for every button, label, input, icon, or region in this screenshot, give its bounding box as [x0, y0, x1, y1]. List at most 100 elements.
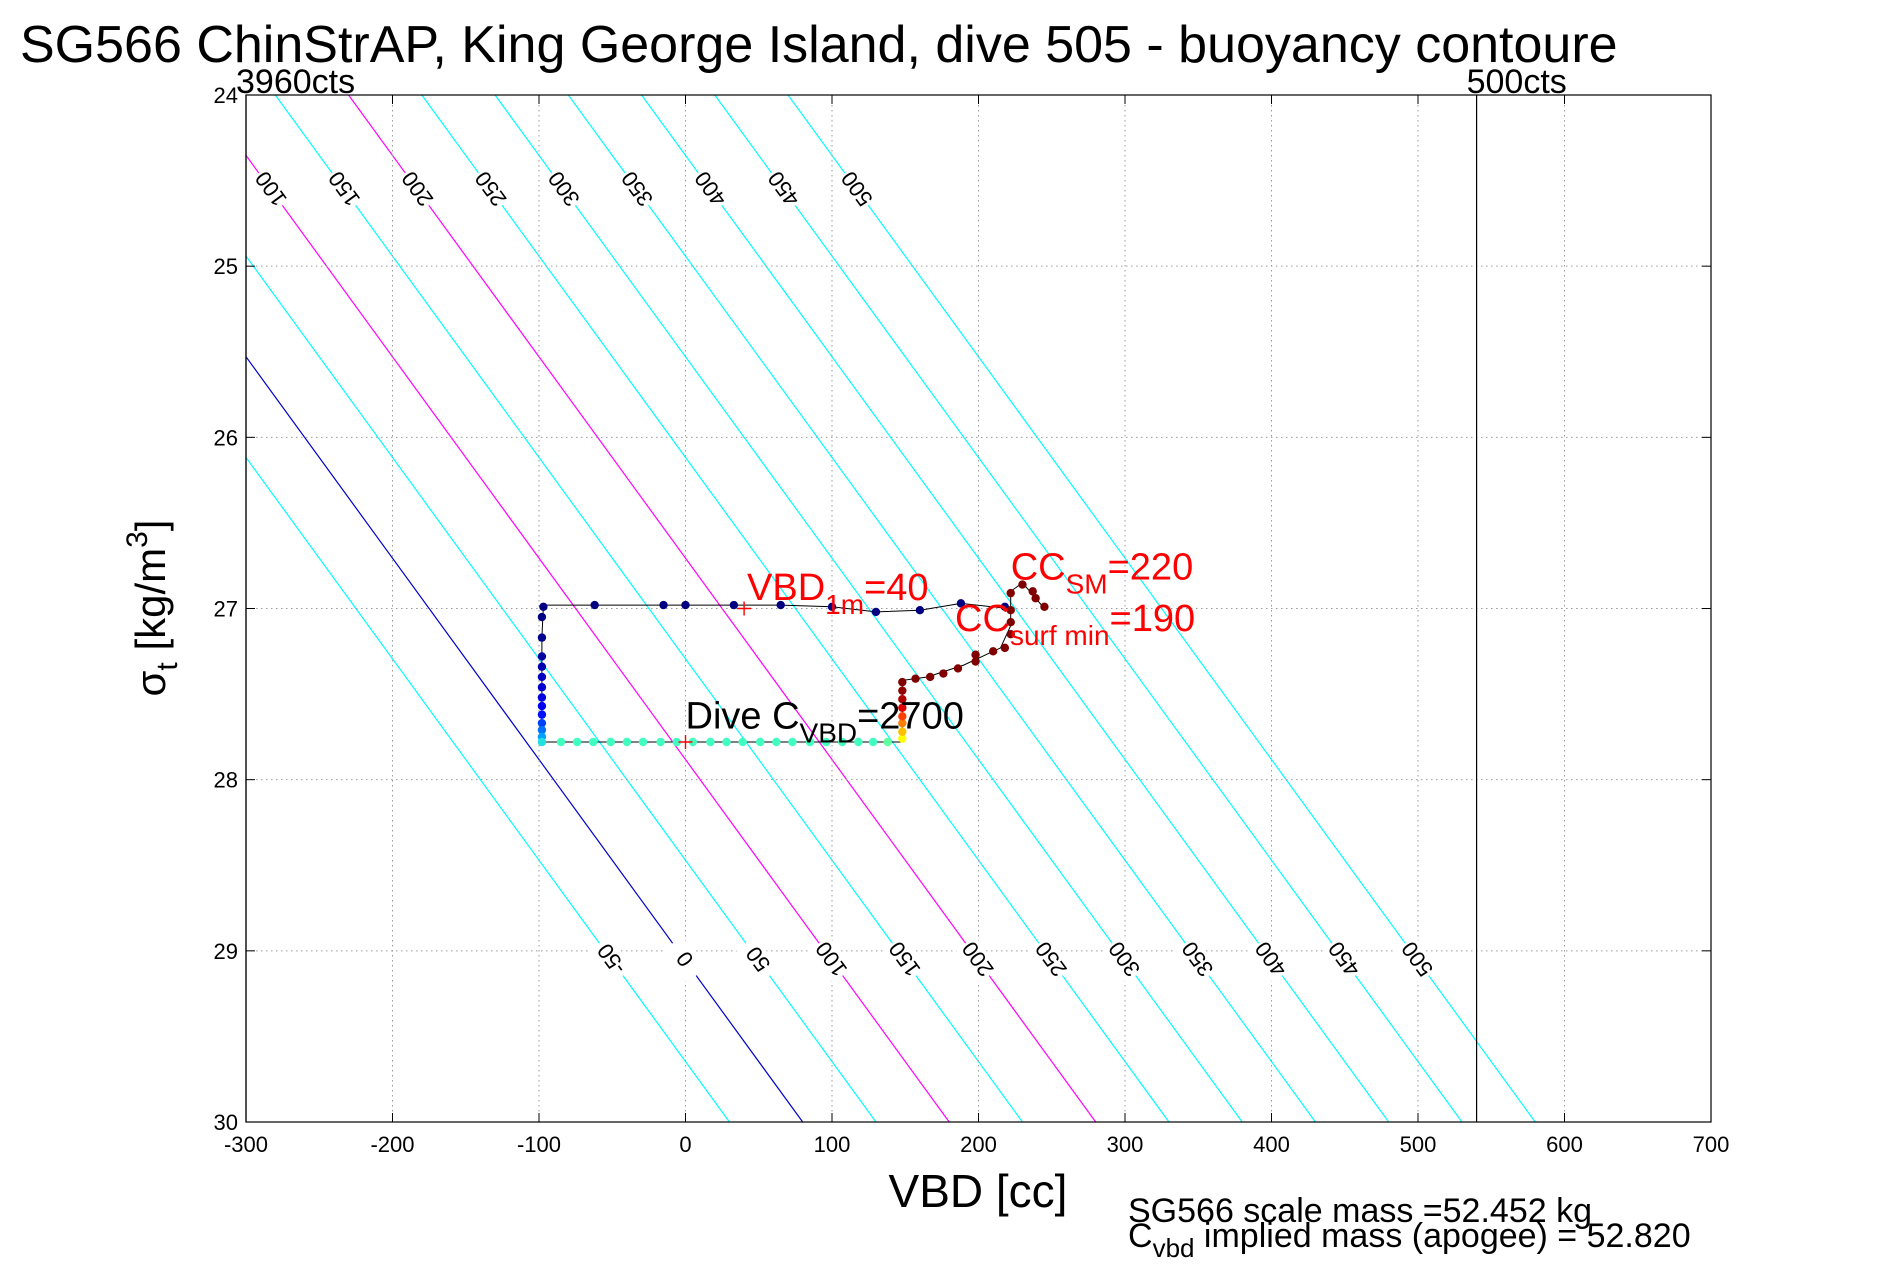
contour-label-bg [1029, 936, 1073, 983]
data-point [971, 650, 980, 659]
contour-label-250-0: 250 [470, 167, 512, 211]
contour-label-bg [589, 936, 633, 983]
y-tick-label: 27 [214, 597, 238, 622]
data-point [539, 602, 548, 611]
chart-title: SG566 ChinStrAP, King George Island, div… [20, 16, 1618, 74]
contour-label-350-0: 350 [616, 167, 658, 211]
contour-label-150-0: 150 [323, 167, 365, 211]
contour-label-100-0: 100 [250, 167, 292, 211]
contour-label-300-1: 300 [1103, 937, 1145, 981]
y-tick-label: 28 [214, 768, 238, 793]
data-point [911, 674, 920, 683]
annotation-vbd1m: VBD1m=40 [747, 567, 929, 620]
contour-label-bg [1322, 936, 1366, 983]
annotation-dive_c-main: Dive C [686, 695, 800, 737]
data-point [1006, 617, 1015, 627]
x-tick-label: 500 [1400, 1132, 1437, 1157]
data-point [988, 647, 998, 656]
contour-label-bg [615, 165, 659, 213]
data-point [681, 600, 690, 610]
data-point [537, 662, 547, 671]
footer-c-main: C [1128, 1217, 1153, 1255]
data-point [672, 737, 681, 747]
data-point [656, 737, 665, 747]
data-point [898, 695, 907, 704]
data-point [756, 737, 765, 747]
data-point [722, 737, 731, 747]
footer-implied-tail: implied mass (apogee) = 52.820 [1194, 1217, 1690, 1255]
contour-label-350-1: 350 [1177, 937, 1219, 981]
data-point [1031, 594, 1040, 603]
data-point [971, 657, 980, 666]
contour-label-500-0: 500 [836, 167, 878, 211]
annotation-ccsm-tail: =220 [1108, 546, 1194, 588]
data-point [537, 633, 547, 642]
contour-label-bg [1248, 936, 1292, 983]
contour-label-bg [662, 936, 706, 983]
data-point [898, 734, 907, 743]
data-point [572, 737, 582, 747]
contour-label-bg [1175, 936, 1219, 983]
contour-label-bg [395, 165, 439, 213]
data-point [871, 607, 881, 617]
contour-label-bg [882, 936, 926, 983]
y-tick-label: 29 [214, 939, 238, 964]
footer-implied-mass: Cvbd implied mass (apogee) = 52.820 [1128, 1217, 1691, 1262]
contour-label-bg [761, 165, 805, 213]
y-axis-label-sup: 3 [121, 531, 154, 548]
plus-marker [678, 735, 693, 750]
contour-label-bg [835, 165, 879, 213]
contour-label-bg [736, 936, 780, 983]
data-point [537, 710, 547, 719]
annotation-ccsm-sub: SM [1066, 568, 1108, 599]
annotation-ccsurf-main: CC [955, 598, 1010, 640]
data-point [939, 669, 948, 678]
data-point [1000, 643, 1010, 653]
data-point [925, 672, 935, 682]
data-point [868, 737, 878, 747]
data-point [537, 693, 547, 702]
contour-label-150-1: 150 [884, 937, 926, 981]
contour-label-bg [809, 936, 853, 983]
x-tick-label: 400 [1253, 1132, 1290, 1157]
data-point [953, 664, 963, 673]
x-tick-label: 200 [960, 1132, 997, 1157]
data-point [898, 677, 907, 687]
x-tick-label: 600 [1546, 1132, 1583, 1157]
annotation-ccsurf-sub: surf min [1010, 620, 1110, 651]
contour-label-bg [468, 165, 512, 213]
data-point [1006, 629, 1015, 639]
contour-label-200-0: 200 [397, 167, 439, 211]
annotation-ccsm: CCSM=220 [1011, 546, 1193, 599]
contour-label-400-0: 400 [690, 167, 732, 211]
data-point [788, 737, 797, 747]
data-point [638, 737, 648, 747]
y-tick-label: 25 [214, 254, 238, 279]
annotation-dive_c: Dive CVBD=2700 [686, 695, 964, 748]
data-point [537, 652, 547, 661]
data-point [659, 600, 668, 610]
contour-label-100-1: 100 [810, 937, 852, 981]
plus-markers [678, 601, 752, 750]
plus-marker [737, 601, 752, 616]
data-point [883, 737, 892, 747]
y-axis-label-symbol: σ [127, 670, 174, 696]
footer-c-sub: vbd [1153, 1233, 1195, 1262]
y-tick-label: 24 [214, 83, 238, 108]
data-point [537, 718, 547, 728]
contour-label-bg [542, 165, 586, 213]
x-tick-label: 100 [814, 1132, 851, 1157]
contour-label-250-1: 250 [1030, 937, 1072, 981]
y-axis-label-sub: t [151, 662, 184, 671]
data-point [805, 737, 815, 747]
x-tick-label: 700 [1693, 1132, 1730, 1157]
contour-label-450-1: 450 [1323, 937, 1365, 981]
data-point [706, 737, 715, 747]
contour-label-bg [322, 165, 366, 213]
data-point [898, 727, 907, 736]
contour-label-bg [688, 165, 732, 213]
data-point [898, 703, 907, 712]
data-point [537, 683, 547, 692]
x-tick-label: 300 [1107, 1132, 1144, 1157]
